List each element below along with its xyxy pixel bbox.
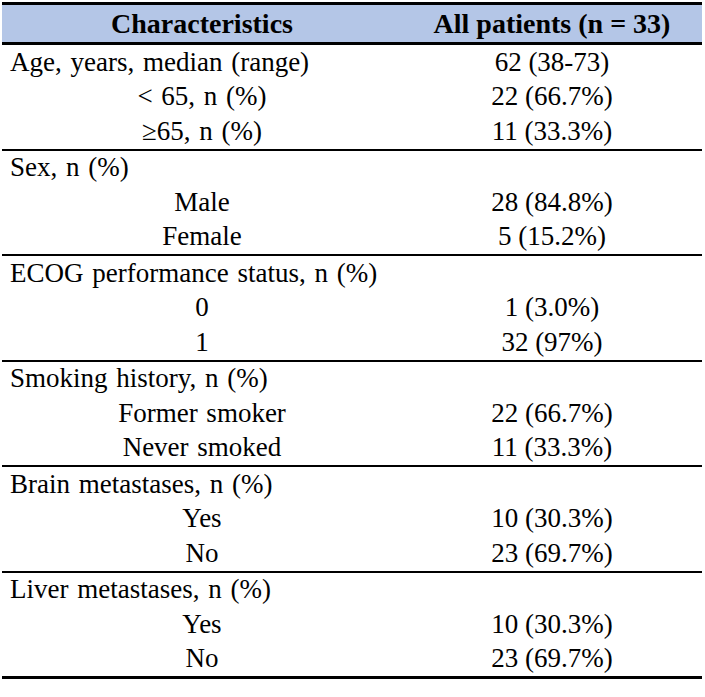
row-value [402, 572, 702, 608]
row-value: 11 (33.3%) [402, 431, 702, 467]
table-row: ECOG performance status, n (%) [2, 255, 702, 291]
row-value: 23 (69.7%) [402, 536, 702, 572]
patient-characteristics-table: Characteristics All patients (n = 33) Ag… [2, 2, 702, 679]
row-sublabel: Former smoker [2, 396, 402, 431]
row-category-label: Smoking history, n (%) [2, 361, 402, 397]
row-sublabel: Yes [2, 502, 402, 537]
table-row: 01 (3.0%) [2, 291, 702, 326]
row-sublabel: 1 [2, 325, 402, 361]
table-row: Age, years, median (range)62 (38-73) [2, 44, 702, 80]
row-category-label: Sex, n (%) [2, 150, 402, 186]
table-row: 132 (97%) [2, 325, 702, 361]
row-value: 5 (15.2%) [402, 220, 702, 256]
row-sublabel: 0 [2, 291, 402, 326]
table-row: Yes10 (30.3%) [2, 607, 702, 642]
row-value: 23 (69.7%) [402, 642, 702, 678]
row-sublabel: Female [2, 220, 402, 256]
table-row: Former smoker22 (66.7%) [2, 396, 702, 431]
row-value [402, 466, 702, 502]
table-section-4: Brain metastases, n (%)Yes10 (30.3%)No23… [2, 466, 702, 572]
table-section-3: Smoking history, n (%)Former smoker22 (6… [2, 361, 702, 467]
table-row: Female5 (15.2%) [2, 220, 702, 256]
row-sublabel: No [2, 536, 402, 572]
table-row: Brain metastases, n (%) [2, 466, 702, 502]
row-category-label: ECOG performance status, n (%) [2, 255, 402, 291]
row-category-label: Liver metastases, n (%) [2, 572, 402, 608]
patient-characteristics-page: Characteristics All patients (n = 33) Ag… [2, 2, 702, 679]
table-row: Never smoked11 (33.3%) [2, 431, 702, 467]
row-value: 22 (66.7%) [402, 80, 702, 115]
header-cell-all-patients: All patients (n = 33) [402, 4, 702, 44]
table-section-2: ECOG performance status, n (%)01 (3.0%)1… [2, 255, 702, 361]
row-value [402, 150, 702, 186]
row-sublabel: Never smoked [2, 431, 402, 467]
row-sublabel: No [2, 642, 402, 678]
table-section-0: Age, years, median (range)62 (38-73)< 65… [2, 44, 702, 150]
table-row: No23 (69.7%) [2, 642, 702, 678]
table-section-1: Sex, n (%)Male28 (84.8%)Female5 (15.2%) [2, 150, 702, 256]
row-category-label: Age, years, median (range) [2, 44, 402, 80]
row-sublabel: < 65, n (%) [2, 80, 402, 115]
row-value: 10 (30.3%) [402, 502, 702, 537]
table-section-5: Liver metastases, n (%)Yes10 (30.3%)No23… [2, 572, 702, 678]
table-row: No23 (69.7%) [2, 536, 702, 572]
row-value: 1 (3.0%) [402, 291, 702, 326]
row-value: 10 (30.3%) [402, 607, 702, 642]
table-row: Sex, n (%) [2, 150, 702, 186]
table-row: Smoking history, n (%) [2, 361, 702, 397]
row-sublabel: ≥65, n (%) [2, 114, 402, 150]
table-row: ≥65, n (%)11 (33.3%) [2, 114, 702, 150]
table-row: Liver metastases, n (%) [2, 572, 702, 608]
table-row: < 65, n (%)22 (66.7%) [2, 80, 702, 115]
row-sublabel: Yes [2, 607, 402, 642]
table-row: Yes10 (30.3%) [2, 502, 702, 537]
row-value: 28 (84.8%) [402, 185, 702, 220]
header-row: Characteristics All patients (n = 33) [2, 4, 702, 44]
row-value [402, 361, 702, 397]
table-header: Characteristics All patients (n = 33) [2, 4, 702, 44]
row-value: 32 (97%) [402, 325, 702, 361]
header-cell-characteristics: Characteristics [2, 4, 402, 44]
table-row: Male28 (84.8%) [2, 185, 702, 220]
row-value [402, 255, 702, 291]
row-value: 11 (33.3%) [402, 114, 702, 150]
row-sublabel: Male [2, 185, 402, 220]
row-value: 62 (38-73) [402, 44, 702, 80]
row-value: 22 (66.7%) [402, 396, 702, 431]
row-category-label: Brain metastases, n (%) [2, 466, 402, 502]
